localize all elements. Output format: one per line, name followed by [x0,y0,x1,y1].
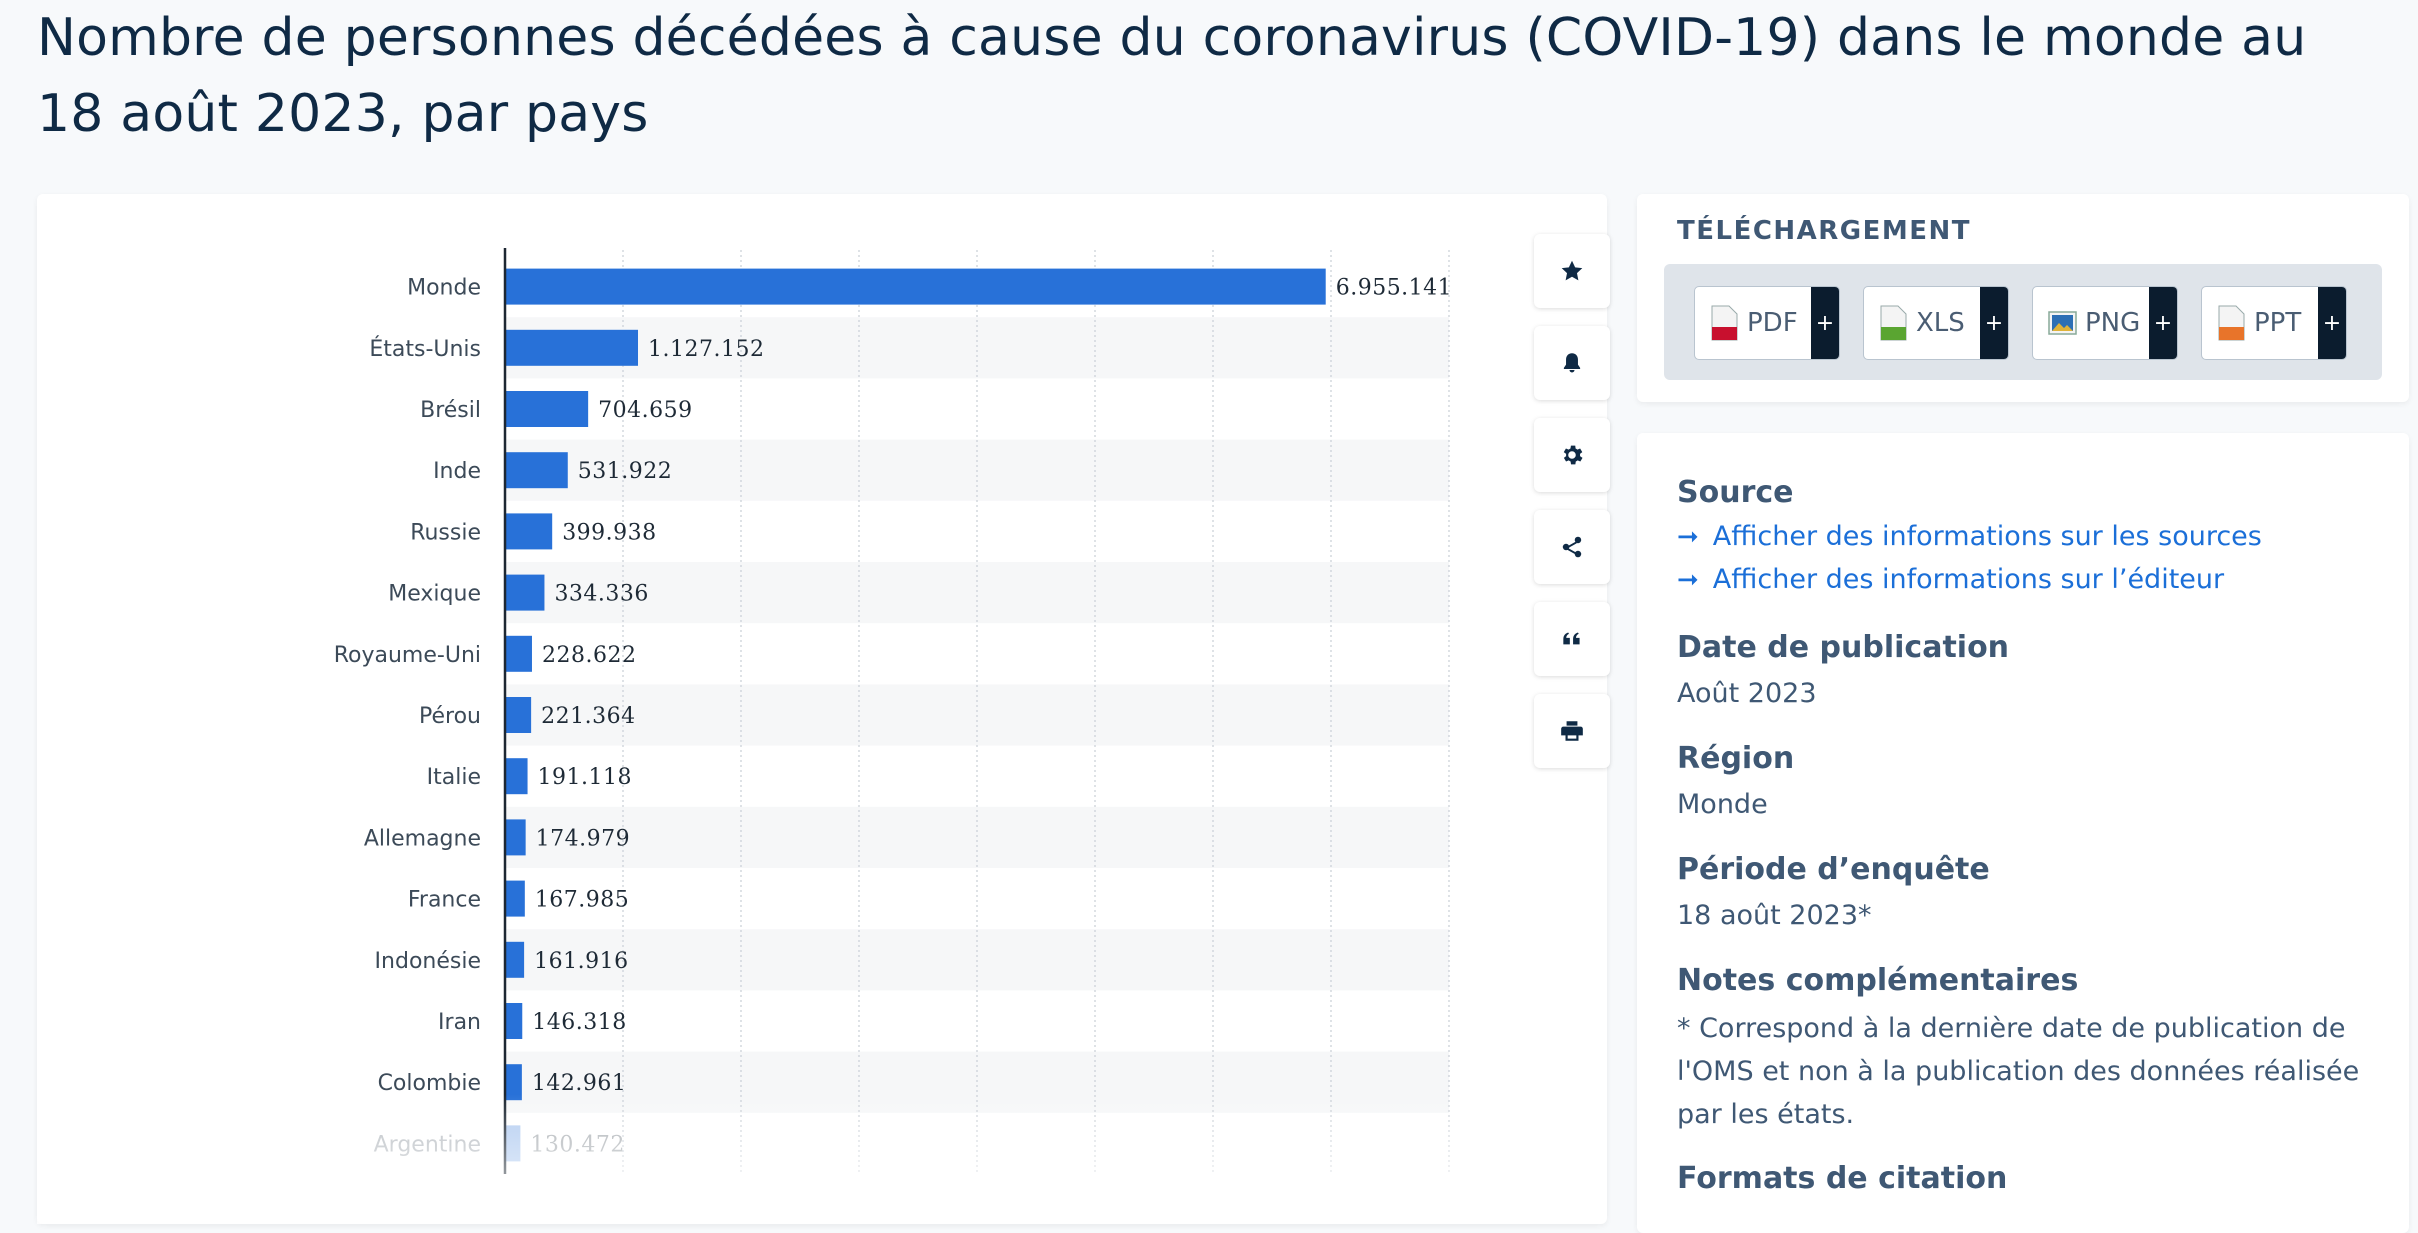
category-label: Inde [433,459,481,484]
value-label: 1.127.152 [648,337,764,362]
row-band [505,562,1449,624]
favorite-button[interactable] [1534,234,1610,308]
category-label: États-Unis [369,336,481,362]
region-heading: Région [1677,741,1795,776]
category-label: Monde [407,276,481,301]
bar[interactable] [505,758,528,795]
pdf-file-icon [1711,305,1738,341]
value-label: 191.118 [538,765,632,790]
download-pdf-plus[interactable]: + [1811,287,1839,359]
notification-button[interactable] [1534,326,1610,400]
download-pdf-button[interactable]: PDF + [1694,286,1840,360]
value-label: 221.364 [541,704,635,729]
value-label: 167.985 [535,888,629,913]
category-label: Mexique [388,582,481,607]
print-button[interactable] [1534,694,1610,768]
bar[interactable] [505,880,525,917]
download-xls-button[interactable]: XLS + [1863,286,2009,360]
download-panel: TÉLÉCHARGEMENT PDF + XLS + PNG [1637,194,2409,402]
chart-card: Monde 6.955.141 États-Unis 1.127.152 Brésil 7… [37,194,1610,1224]
value-label: 142.961 [532,1071,626,1096]
fade-overlay [37,1094,1517,1224]
category-label: Indonésie [375,949,481,974]
arrow-right-icon: ➞ [1677,521,1699,552]
settings-button[interactable] [1534,418,1610,492]
publication-date-heading: Date de publication [1677,630,2010,665]
bell-icon [1563,353,1581,373]
bar[interactable] [505,513,553,550]
arrow-right-icon: ➞ [1677,564,1699,595]
category-label: Colombie [378,1071,481,1096]
bar[interactable] [505,819,526,856]
value-label: 334.336 [554,582,648,607]
category-label: Iran [438,1010,481,1035]
publisher-info-link[interactable]: ➞ Afficher des informations sur l’éditeu… [1677,564,2224,595]
region-value: Monde [1677,789,1768,820]
survey-period-heading: Période d’enquête [1677,852,1990,887]
source-heading: Source [1677,475,1794,510]
statistic-info-panel: Source ➞ Afficher des informations sur l… [1637,433,2409,1233]
share-button[interactable] [1534,510,1610,584]
bar[interactable] [505,635,532,672]
publisher-info-link-label: Afficher des informations sur l’éditeur [1712,564,2225,595]
bar[interactable] [505,574,545,611]
category-label: Pérou [419,704,481,729]
source-info-link-label: Afficher des informations sur les source… [1712,521,2262,552]
bar[interactable] [505,329,639,366]
download-xls-label: XLS [1916,308,1965,338]
png-file-icon [2048,311,2077,335]
bar[interactable] [505,391,589,427]
download-button-tray: PDF + XLS + PNG + PPT + [1664,264,2382,380]
ppt-file-icon [2218,305,2245,341]
gear-icon [1563,445,1583,465]
notes-heading: Notes complémentaires [1677,963,2079,998]
bar[interactable] [505,1003,523,1039]
download-png-plus[interactable]: + [2149,287,2177,359]
category-label: France [408,888,481,913]
value-label: 531.922 [578,459,672,484]
value-label: 228.622 [542,643,636,668]
bar[interactable] [505,697,532,733]
category-label: Italie [427,765,481,790]
category-label: Brésil [420,398,481,423]
star-icon [1561,260,1583,281]
row-band [505,317,1449,379]
download-ppt-label: PPT [2254,308,2302,338]
source-info-link[interactable]: ➞ Afficher des informations sur les sour… [1677,521,2262,552]
category-label: Russie [410,520,481,545]
download-png-button[interactable]: PNG + [2032,286,2178,360]
share-icon [1562,536,1582,558]
download-xls-plus[interactable]: + [1980,287,2008,359]
citation-formats-heading: Formats de citation [1677,1161,2008,1196]
publication-date-value: Août 2023 [1677,678,1817,709]
xls-file-icon [1880,305,1907,341]
category-label: Allemagne [364,826,481,851]
notes-text: * Correspond à la dernière date de publi… [1677,1013,2360,1130]
download-png-label: PNG [2085,308,2141,338]
download-pdf-label: PDF [1747,308,1798,338]
value-label: 399.938 [562,520,656,545]
bar[interactable] [505,452,568,489]
bar[interactable] [505,941,525,978]
value-label: 6.955.141 [1336,276,1452,301]
value-label: 146.318 [532,1010,626,1035]
cite-button[interactable] [1534,602,1610,676]
bar-chart: Monde 6.955.141 États-Unis 1.127.152 Brésil 7… [37,248,1517,1224]
download-title: TÉLÉCHARGEMENT [1677,216,1972,246]
bar[interactable] [505,1064,522,1101]
value-label: 174.979 [536,826,630,851]
download-ppt-button[interactable]: PPT + [2201,286,2347,360]
value-label: 161.916 [534,949,628,974]
print-icon [1561,721,1583,741]
page-title: Nombre de personnes décédées à cause du … [37,8,2307,144]
category-label: Royaume-Uni [334,643,481,668]
bar[interactable] [505,268,1326,305]
quote-icon [1563,632,1580,645]
value-label: 704.659 [598,398,692,423]
survey-period-value: 18 août 2023* [1677,900,1872,931]
download-ppt-plus[interactable]: + [2318,287,2346,359]
